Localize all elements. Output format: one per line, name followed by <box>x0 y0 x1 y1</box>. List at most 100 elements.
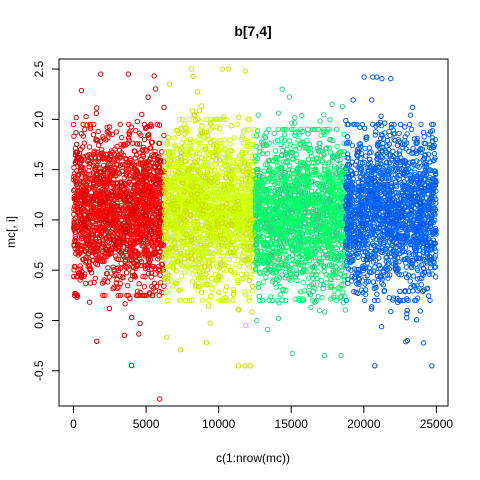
data-point <box>209 211 215 218</box>
data-point <box>72 290 78 297</box>
data-point <box>111 214 117 221</box>
data-point <box>164 297 171 304</box>
data-point <box>114 215 120 221</box>
data-point <box>227 141 233 147</box>
data-point <box>206 249 213 255</box>
data-point <box>188 238 194 244</box>
points-layer <box>70 66 439 402</box>
data-point <box>173 268 180 274</box>
data-point <box>102 212 108 219</box>
data-point <box>105 233 112 239</box>
data-point <box>236 114 242 120</box>
data-point <box>130 259 136 265</box>
data-point <box>142 146 148 153</box>
data-point <box>229 148 235 154</box>
data-point <box>84 233 90 240</box>
data-point <box>244 225 251 232</box>
data-point <box>199 130 206 136</box>
data-point <box>73 181 80 187</box>
data-point <box>100 188 106 194</box>
data-point <box>174 204 181 210</box>
data-point <box>122 263 128 270</box>
data-point <box>121 175 128 181</box>
data-point <box>136 130 143 136</box>
data-point <box>229 164 235 170</box>
data-point <box>224 226 230 232</box>
data-point <box>147 171 153 178</box>
data-point <box>235 201 242 207</box>
data-point <box>161 104 167 111</box>
data-point <box>152 86 159 92</box>
data-point <box>97 176 104 182</box>
data-point <box>145 189 151 195</box>
data-point <box>88 176 95 182</box>
data-point <box>117 280 124 287</box>
data-point <box>142 274 148 280</box>
data-point <box>197 171 204 177</box>
data-point <box>206 259 212 265</box>
data-point <box>149 215 155 221</box>
data-point <box>228 250 234 256</box>
data-point <box>234 214 241 221</box>
data-point <box>187 146 194 153</box>
data-point <box>253 267 259 273</box>
data-point <box>170 198 177 204</box>
data-point <box>125 205 132 211</box>
data-point <box>86 171 92 178</box>
data-point <box>143 251 149 258</box>
data-point <box>204 169 211 175</box>
data-point <box>94 230 101 236</box>
data-point <box>184 223 190 229</box>
data-point <box>235 239 241 246</box>
data-point <box>118 180 125 186</box>
data-point <box>233 195 239 202</box>
data-point <box>129 232 136 238</box>
data-point <box>131 260 137 266</box>
data-point <box>71 221 78 227</box>
data-point <box>77 178 83 184</box>
data-point <box>186 297 193 304</box>
data-point <box>143 292 150 299</box>
data-point <box>197 238 204 244</box>
data-point <box>237 235 243 241</box>
data-point <box>208 233 214 239</box>
data-point <box>104 207 110 213</box>
data-point <box>176 116 183 123</box>
data-point <box>243 322 249 329</box>
data-point <box>81 126 88 133</box>
data-point <box>230 291 237 298</box>
data-point <box>122 301 128 307</box>
data-point <box>210 210 216 217</box>
data-point <box>242 363 248 369</box>
data-point <box>196 108 203 114</box>
data-point <box>110 286 116 292</box>
data-point <box>222 158 228 164</box>
data-point <box>181 269 188 275</box>
data-point <box>223 232 230 239</box>
data-point <box>178 221 184 227</box>
data-point <box>186 116 193 123</box>
data-point <box>82 175 89 181</box>
data-point <box>197 206 203 212</box>
data-point <box>235 363 242 369</box>
data-point <box>216 203 223 210</box>
data-point <box>152 271 158 277</box>
data-point <box>158 157 164 164</box>
data-point <box>246 195 252 201</box>
data-point <box>215 277 221 283</box>
data-point <box>136 221 142 227</box>
data-point <box>232 252 238 259</box>
data-point <box>203 146 209 152</box>
data-point <box>188 297 195 303</box>
data-point <box>106 131 113 137</box>
data-point <box>200 162 206 168</box>
data-point <box>199 201 205 207</box>
data-point <box>86 233 92 240</box>
data-point <box>141 167 147 173</box>
data-point <box>304 137 310 144</box>
data-point <box>181 256 188 262</box>
data-point <box>226 162 232 169</box>
data-point <box>242 291 248 297</box>
data-point <box>173 280 179 287</box>
data-point <box>215 116 221 123</box>
